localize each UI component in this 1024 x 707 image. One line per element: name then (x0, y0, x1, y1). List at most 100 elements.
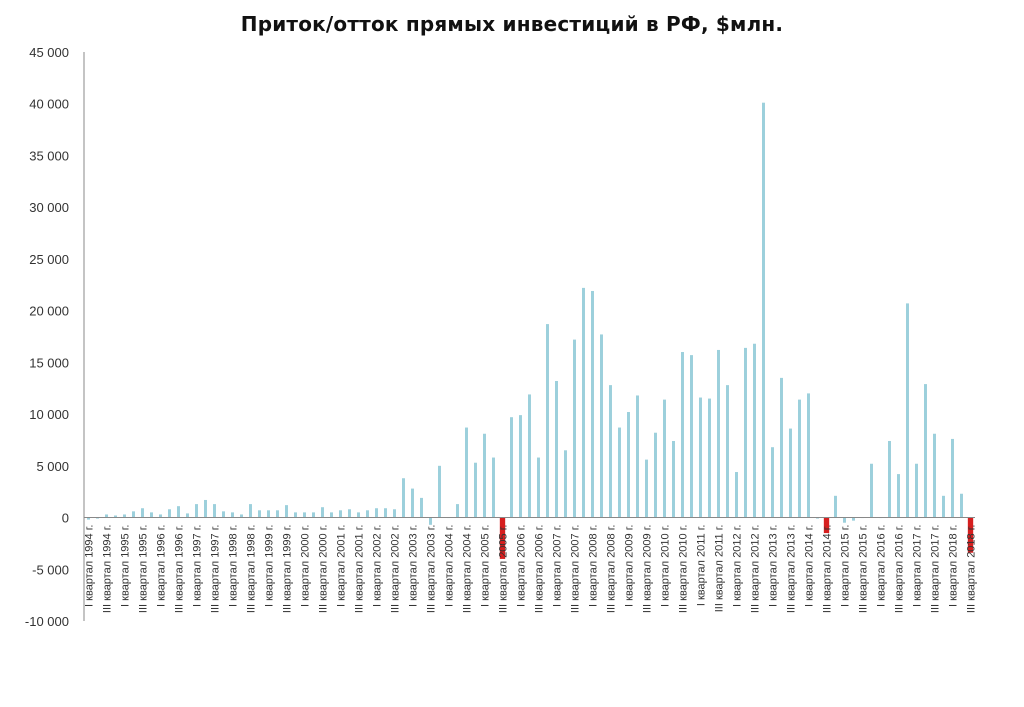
x-tick-label: I квартал 2001 г. (336, 525, 348, 607)
bar (555, 380, 558, 518)
bar (123, 514, 126, 518)
x-tick-label: I квартал 2015 г. (840, 525, 852, 607)
bar (591, 290, 594, 518)
bar (222, 511, 225, 518)
x-tick-label: III квартал 1999 г. (282, 525, 294, 614)
bar (780, 377, 783, 518)
bar (321, 507, 324, 518)
x-tick-label: I квартал 1998 г. (228, 525, 240, 607)
bar (366, 510, 369, 518)
bar (645, 459, 648, 518)
bar (105, 514, 108, 518)
bar (690, 355, 693, 518)
bar (654, 432, 657, 518)
bar (429, 517, 432, 525)
bar (483, 433, 486, 518)
x-tick-label: III квартал 2010 г. (678, 525, 690, 614)
bar (96, 517, 99, 519)
x-tick-label: III квартал 1996 г. (174, 525, 186, 614)
bar (924, 384, 927, 518)
x-tick-label: III квартал 2006 г. (534, 525, 546, 614)
x-tick-label: III квартал 2004 г. (462, 525, 474, 614)
y-axis-ticks: 45 000 40 000 35 000 30 000 25 000 20 000 15 0… (25, 45, 69, 629)
bar (888, 440, 891, 518)
bar (897, 474, 900, 518)
x-tick-label: I квартал 2010 г. (660, 525, 672, 607)
bar (726, 385, 729, 518)
x-tick-label: I квартал 2002 г. (372, 525, 384, 607)
bar (915, 463, 918, 518)
x-tick-label: III квартал 2003 г. (426, 525, 438, 614)
bar (933, 433, 936, 518)
bar (967, 517, 974, 553)
y-tick-label: 10 000 (29, 407, 69, 422)
x-tick-label: III квартал 1998 г. (246, 525, 258, 614)
x-tick-label: I квартал 1994 г. (84, 525, 96, 607)
y-tick-label: 25 000 (29, 252, 69, 267)
x-tick-label: III квартал 2018 г. (966, 525, 978, 614)
bar (663, 399, 666, 518)
y-tick-label: -10 000 (25, 614, 69, 629)
bar (600, 334, 603, 518)
bar (177, 506, 180, 518)
y-tick-label: -5 000 (32, 562, 69, 577)
x-tick-label: III квартал 2001 г. (354, 525, 366, 614)
bar (717, 349, 720, 518)
bar (834, 495, 837, 518)
x-tick-label: III квартал 2017 г. (930, 525, 942, 614)
bar (762, 102, 765, 518)
bar (114, 515, 117, 518)
x-tick-label: I квартал 2007 г. (552, 525, 564, 607)
bar (960, 493, 963, 518)
bar (672, 440, 675, 518)
bar (510, 417, 513, 518)
bar (699, 397, 702, 518)
bar-series (87, 102, 974, 559)
bar (618, 427, 621, 518)
x-tick-label: III квартал 2008 г. (606, 525, 618, 614)
x-tick-label: III квартал 2016 г. (894, 525, 906, 614)
bar (240, 514, 243, 518)
bar (357, 512, 360, 518)
y-tick-label: 35 000 (29, 148, 69, 163)
x-tick-label: I квартал 1995 г. (120, 525, 132, 607)
bar (402, 478, 405, 518)
bar (231, 512, 234, 518)
bar (168, 509, 171, 518)
x-tick-label: III квартал 1997 г. (210, 525, 222, 614)
x-tick-label: I квартал 2018 г. (948, 525, 960, 607)
bar (132, 511, 135, 518)
bar (753, 343, 756, 518)
bar (852, 517, 855, 521)
chart-title: Приток/отток прямых инвестиций в РФ, $мл… (240, 12, 784, 36)
bar (492, 457, 495, 518)
bar (204, 499, 207, 518)
x-tick-label: III квартал 1994 г. (102, 525, 114, 614)
x-tick-label: I квартал 2000 г. (300, 525, 312, 607)
bar (303, 512, 306, 518)
bar (807, 393, 810, 518)
x-tick-label: I квартал 2017 г. (912, 525, 924, 607)
y-tick-label: 0 (62, 511, 69, 526)
x-tick-label: I квартал 2003 г. (408, 525, 420, 607)
bar (499, 517, 506, 559)
bar (519, 415, 522, 518)
bar (420, 497, 423, 518)
bar (789, 428, 792, 518)
bar (393, 509, 396, 518)
bar (339, 510, 342, 518)
y-tick-label: 15 000 (29, 355, 69, 370)
bar (708, 398, 711, 518)
x-tick-label: I квартал 2014 г. (804, 525, 816, 607)
x-tick-label: I квартал 2005 г. (480, 525, 492, 607)
x-tick-label: III квартал 2005 г. (498, 525, 510, 614)
bar (456, 504, 459, 518)
bar (312, 512, 315, 518)
bar (150, 512, 153, 518)
x-tick-label: III квартал 2012 г. (750, 525, 762, 614)
bar (474, 462, 477, 518)
bar (744, 347, 747, 518)
x-tick-label: I квартал 2016 г. (876, 525, 888, 607)
bar (823, 517, 830, 534)
